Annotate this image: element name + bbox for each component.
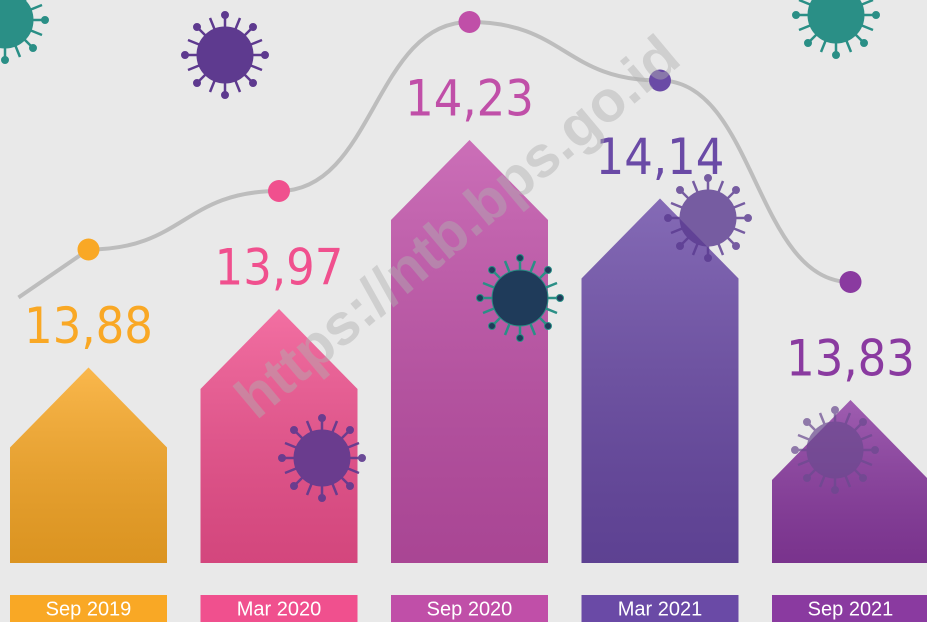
- category-box: [772, 595, 927, 622]
- trend-dot: [458, 11, 481, 33]
- trend-line-group: [17, 11, 862, 300]
- virus-icon: [475, 253, 565, 343]
- value-label: 14,14: [596, 128, 725, 186]
- bar-shade: [200, 309, 358, 563]
- value-label: 13,88: [24, 297, 153, 355]
- bar-shade: [581, 198, 739, 563]
- category-box: [10, 595, 167, 622]
- trend-dot: [649, 69, 671, 92]
- trend-dot: [839, 271, 862, 293]
- virus-icon: [180, 10, 270, 100]
- value-label: 13,97: [215, 239, 344, 297]
- bar-shade: [10, 367, 167, 563]
- bar-shade: [772, 400, 927, 563]
- virus-icon: [663, 173, 753, 263]
- virus-icon: [790, 405, 880, 495]
- category-box: [391, 595, 548, 622]
- trend-dot: [268, 180, 290, 202]
- virus-icon: [791, 0, 881, 60]
- category-label: Sep 2019: [46, 598, 132, 620]
- bar-shade: [391, 140, 548, 563]
- category-label: Mar 2020: [237, 598, 322, 620]
- virus-icon: [277, 413, 367, 503]
- bars: Sep 2019 13,88 Mar 2020 13,97 Sep 2020 14,23 M…: [10, 70, 927, 622]
- category-box: [581, 595, 739, 622]
- category-label: Sep 2021: [808, 598, 894, 620]
- value-label: 13,83: [786, 330, 915, 388]
- category-label: Sep 2020: [427, 598, 513, 620]
- virus-icon: [0, 0, 50, 65]
- category-box: [200, 595, 358, 622]
- trend-dot: [77, 238, 100, 261]
- category-label: Mar 2021: [618, 598, 703, 620]
- value-label: 14,23: [405, 70, 534, 128]
